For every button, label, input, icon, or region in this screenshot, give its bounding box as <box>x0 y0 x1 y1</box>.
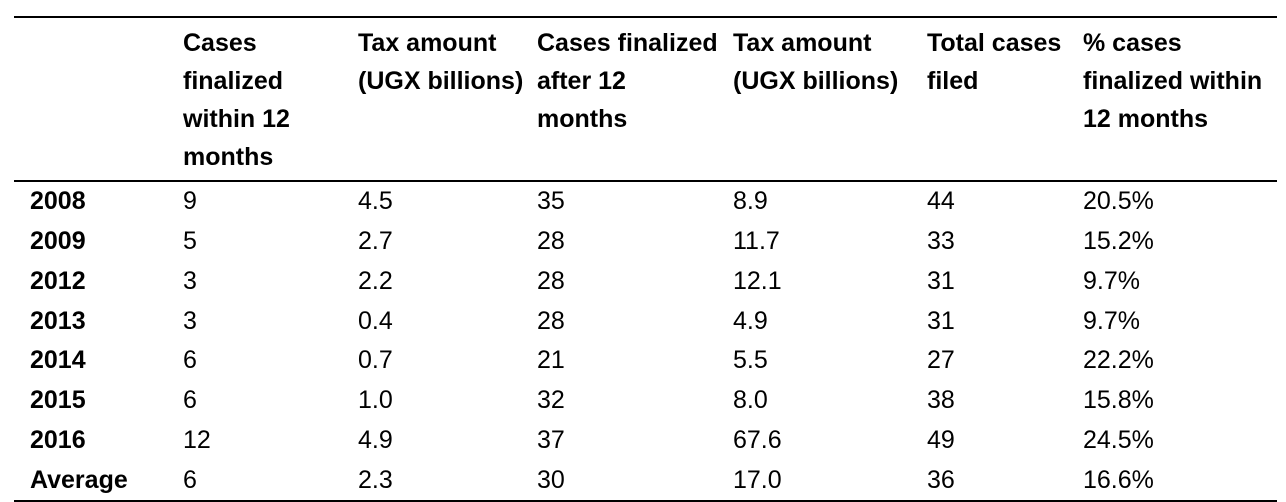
table-cell: 2.2 <box>358 266 393 295</box>
table-cell: 28 <box>537 227 565 256</box>
table-cell: 4.5 <box>358 187 393 216</box>
table-cell: 22.2% <box>1083 346 1154 375</box>
table-cell: 31 <box>927 266 955 295</box>
header-row: Cases finalized within 12 months Tax amo… <box>14 17 1277 182</box>
table-cell: 3 <box>183 266 197 295</box>
cases-tax-table: Cases finalized within 12 months Tax amo… <box>14 16 1277 502</box>
header-cell-tax-amount-after: Tax amount (UGX billions) <box>733 17 927 182</box>
table-cell: 20.5% <box>1083 187 1154 216</box>
table-cell: 30 <box>537 465 565 494</box>
header-cell-pct-within-12: % cases finalized within 12 months <box>1083 17 1277 182</box>
row-label: 2009 <box>30 227 86 256</box>
table-cell: 2.7 <box>358 227 393 256</box>
table-row: 2013 3 0.4 28 4.9 31 9.7% <box>14 301 1277 341</box>
table-cell: 28 <box>537 306 565 335</box>
header-cell-cases-after-12: Cases finalized after 12 months <box>537 17 733 182</box>
table-cell: 6 <box>183 465 197 494</box>
table-cell: 6 <box>183 386 197 415</box>
table-cell: 11.7 <box>733 227 780 256</box>
table-cell: 27 <box>927 346 955 375</box>
table-cell: 49 <box>927 425 955 454</box>
table-cell: 24.5% <box>1083 425 1154 454</box>
table-cell: 38 <box>927 386 955 415</box>
table-row: 2012 3 2.2 28 12.1 31 9.7% <box>14 262 1277 302</box>
table-cell: 3 <box>183 306 197 335</box>
table-cell: 35 <box>537 187 565 216</box>
table-cell: 4.9 <box>733 306 768 335</box>
table-cell: 15.8% <box>1083 386 1154 415</box>
table-cell: 37 <box>537 425 565 454</box>
header-cell-tax-amount-within: Tax amount (UGX billions) <box>358 17 537 182</box>
table-row: 2015 6 1.0 32 8.0 38 15.8% <box>14 381 1277 421</box>
row-label: 2016 <box>30 425 86 454</box>
table-cell: 12.1 <box>733 266 782 295</box>
table-cell: 1.0 <box>358 386 393 415</box>
table-cell: 9.7% <box>1083 266 1140 295</box>
table-cell: 21 <box>537 346 565 375</box>
table-cell: 8.0 <box>733 386 768 415</box>
header-cell-year <box>14 17 183 182</box>
table-cell: 9 <box>183 187 197 216</box>
table-cell: 44 <box>927 187 955 216</box>
table-cell: 0.7 <box>358 346 393 375</box>
row-label: 2008 <box>30 187 86 216</box>
table-cell: 2.3 <box>358 465 393 494</box>
table-cell: 12 <box>183 425 211 454</box>
table-header: Cases finalized within 12 months Tax amo… <box>14 17 1277 182</box>
table-cell: 6 <box>183 346 197 375</box>
row-label: 2014 <box>30 346 86 375</box>
table-cell: 28 <box>537 266 565 295</box>
row-label: Average <box>30 465 128 494</box>
table-cell: 5.5 <box>733 346 768 375</box>
table-row: 2009 5 2.7 28 11.7 33 15.2% <box>14 222 1277 262</box>
table-cell: 32 <box>537 386 565 415</box>
table-row: 2008 9 4.5 35 8.9 44 20.5% <box>14 181 1277 222</box>
row-label: 2015 <box>30 386 86 415</box>
table-cell: 4.9 <box>358 425 393 454</box>
table-row: 2014 6 0.7 21 5.5 27 22.2% <box>14 341 1277 381</box>
row-label: 2013 <box>30 306 86 335</box>
table-row: 2016 12 4.9 37 67.6 49 24.5% <box>14 421 1277 461</box>
table-cell: 15.2% <box>1083 227 1154 256</box>
table-body: 2008 9 4.5 35 8.9 44 20.5% 2009 5 2.7 28 11.7 33 15.2… <box>14 181 1277 501</box>
table-cell: 5 <box>183 227 197 256</box>
header-cell-cases-within-12: Cases finalized within 12 months <box>183 17 358 182</box>
table-cell: 9.7% <box>1083 306 1140 335</box>
row-label: 2012 <box>30 266 86 295</box>
table-cell: 8.9 <box>733 187 768 216</box>
table-row: Average 6 2.3 30 17.0 36 16.6% <box>14 460 1277 501</box>
table-cell: 31 <box>927 306 955 335</box>
table-cell: 16.6% <box>1083 465 1154 494</box>
table-cell: 0.4 <box>358 306 393 335</box>
table-cell: 36 <box>927 465 955 494</box>
table-cell: 67.6 <box>733 425 782 454</box>
table-cell: 17.0 <box>733 465 782 494</box>
header-cell-total-cases: Total cases filed <box>927 17 1083 182</box>
table-cell: 33 <box>927 227 955 256</box>
